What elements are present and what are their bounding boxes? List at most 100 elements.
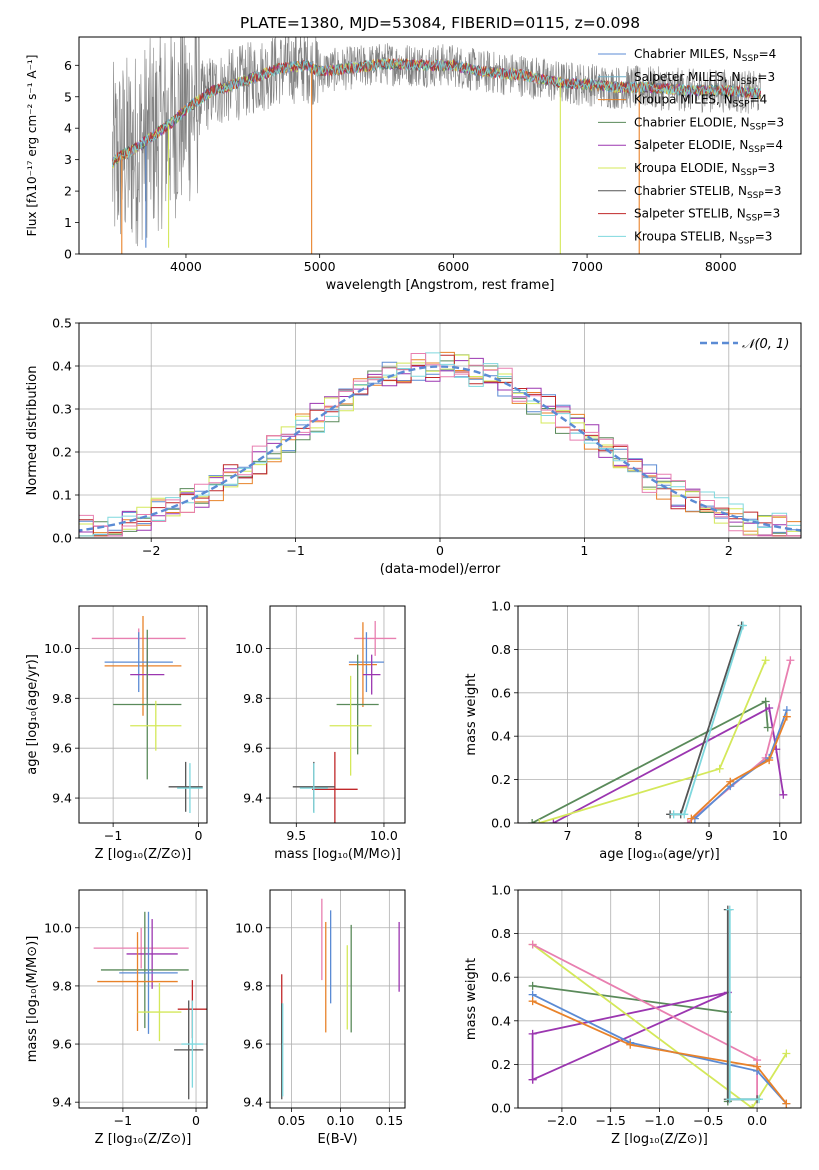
mass-weight-line <box>538 659 767 823</box>
legend-label: Chabrier STELIB, NSSP=3 <box>634 184 782 201</box>
mass-weight-marker <box>528 1029 537 1038</box>
legend-label: 𝒩(0, 1) <box>742 337 789 352</box>
mass-weight-line <box>532 943 788 1108</box>
x-axis-label: Z [log₁₀(Z/Z⊙)] <box>95 1132 192 1147</box>
x-tick-label: 8 <box>634 828 642 843</box>
y-tick-label: 0 <box>64 247 72 262</box>
panel-residuals: −2 −1 0 1 2 0.0 0.1 0.2 0.3 0.4 0.5 (data-model)/er… <box>25 316 802 577</box>
mass-weight-line <box>694 709 788 820</box>
y-axis-label: mass weight <box>464 673 479 755</box>
y-tick-label: 5 <box>64 89 72 104</box>
plot-area-age_vs_mass <box>270 606 405 823</box>
y-tick-label: 9.6 <box>52 741 72 756</box>
legend-value: =3 <box>764 184 782 198</box>
panel-mass_vs_Z: −1 0 9.4 9.6 9.8 10.0 Z [log₁₀(Z/Z⊙)] mass [log… <box>25 889 208 1147</box>
plot-area-age_vs_Z <box>79 606 207 823</box>
mass-weight-marker <box>761 697 770 706</box>
x-axis-label: wavelength [Angstrom, rest frame] <box>326 278 555 293</box>
legend-value: =4 <box>765 138 783 152</box>
legend-label: Chabrier MILES, NSSP=4 <box>634 47 776 64</box>
y-tick-label: 9.6 <box>243 741 263 756</box>
y-axis-label: mass [log₁₀(M/M⊙)] <box>25 936 40 1063</box>
mass-weight-marker <box>528 981 537 990</box>
legend-value: =4 <box>759 47 777 61</box>
axes-frame <box>269 605 406 824</box>
legend-value: =3 <box>757 161 775 175</box>
mass-weight-marker <box>725 905 734 914</box>
x-tick-label: 0.15 <box>375 1113 403 1128</box>
y-tick-label: 0.6 <box>491 685 511 700</box>
mass-weight-marker <box>626 1040 635 1049</box>
residual-histogram <box>79 353 801 537</box>
mass-weight-marker <box>725 1095 734 1104</box>
y-tick-label: 0.0 <box>491 816 511 831</box>
y-tick-label: 0.5 <box>52 316 72 331</box>
x-tick-label: −1.0 <box>644 1113 674 1128</box>
legend-label: Kroupa ELODIE, NSSP=3 <box>634 161 775 178</box>
legend-value: =3 <box>766 115 784 129</box>
mass-weight-marker <box>528 1075 537 1084</box>
y-tick-label: 0.4 <box>491 729 511 744</box>
mass-weight-line <box>552 706 785 823</box>
mass-weight-marker <box>528 997 537 1006</box>
y-tick-label: 3 <box>64 152 72 167</box>
axes-frame <box>78 605 208 824</box>
legend-label: Chabrier ELODIE, NSSP=3 <box>634 115 784 132</box>
x-tick-label: −0.5 <box>693 1113 723 1128</box>
x-tick-label: 10.0 <box>370 828 398 843</box>
x-tick-label: 2 <box>725 543 733 558</box>
x-tick-label: 0.05 <box>278 1113 306 1128</box>
legend-subscript: SSP <box>746 214 763 224</box>
y-tick-label: 0.0 <box>52 531 72 546</box>
mass-weight-marker <box>669 810 678 819</box>
x-tick-label: 4000 <box>170 259 202 274</box>
y-tick-label: 9.6 <box>52 1037 72 1052</box>
mass-weight-line <box>690 716 788 820</box>
legend-label: Salpeter ELODIE, NSSP=4 <box>634 138 783 155</box>
axes-frame <box>517 889 802 1109</box>
panel-massweight_vs_Z: −2.0 −1.5 −1.0 −0.5 0.0 0.0 0.2 0.4 0.6 0.8 1.0 Z [… <box>464 883 802 1147</box>
y-tick-label: 9.8 <box>243 691 263 706</box>
mass-weight-marker <box>687 814 696 823</box>
y-tick-label: 9.4 <box>243 791 263 806</box>
mass-weight-marker <box>528 940 537 949</box>
legend-value: =4 <box>750 93 768 107</box>
legend-value: =3 <box>755 229 773 243</box>
legend-label: Salpeter STELIB, NSSP=3 <box>634 207 780 224</box>
axes-frame <box>78 36 802 255</box>
x-tick-label: −1.5 <box>596 1113 626 1128</box>
mass-weight-line <box>532 1000 788 1105</box>
y-tick-label: 0.3 <box>52 402 72 417</box>
y-tick-label: 6 <box>64 58 72 73</box>
model-fit-line <box>111 57 762 167</box>
x-tick-label: −1 <box>114 1113 132 1128</box>
mass-weight-marker <box>765 703 774 712</box>
legend-subscript: SSP <box>738 236 755 246</box>
mass-weight-marker <box>528 819 537 823</box>
y-tick-label: 1 <box>64 215 72 230</box>
x-tick-label: −1 <box>104 828 122 843</box>
x-tick-label: 0.10 <box>327 1113 355 1128</box>
legend-subscript: SSP <box>733 100 750 110</box>
mass-weight-marker <box>726 777 735 786</box>
y-tick-label: 1.0 <box>491 883 511 898</box>
y-tick-label: 2 <box>64 184 72 199</box>
x-tick-label: 1 <box>580 543 588 558</box>
x-axis-label: Z [log₁₀(Z/Z⊙)] <box>611 1132 708 1147</box>
y-tick-label: 1.0 <box>491 599 511 614</box>
axes-frame <box>78 889 208 1109</box>
mass-weight-marker <box>779 790 788 799</box>
plot-area-mass_vs_Z <box>79 890 207 1108</box>
plot-area-residuals <box>79 323 801 538</box>
x-axis-label: E(B-V) <box>317 1132 357 1147</box>
x-tick-label: 7 <box>564 828 572 843</box>
panel-age_vs_mass: 9.5 10.0 9.4 9.6 9.8 10.0 mass [log₁₀(M/M⊙)] <box>235 605 406 862</box>
y-tick-label: 9.4 <box>243 1095 263 1110</box>
legend-subscript: SSP <box>742 54 759 64</box>
plot-area-mass_vs_ebv <box>270 890 405 1108</box>
legend-subscript: SSP <box>748 145 765 155</box>
legend-subscript: SSP <box>750 122 767 132</box>
legend-label: Kroupa STELIB, NSSP=3 <box>634 229 772 246</box>
x-tick-label: −2 <box>142 543 160 558</box>
x-tick-label: 0 <box>192 1113 200 1128</box>
